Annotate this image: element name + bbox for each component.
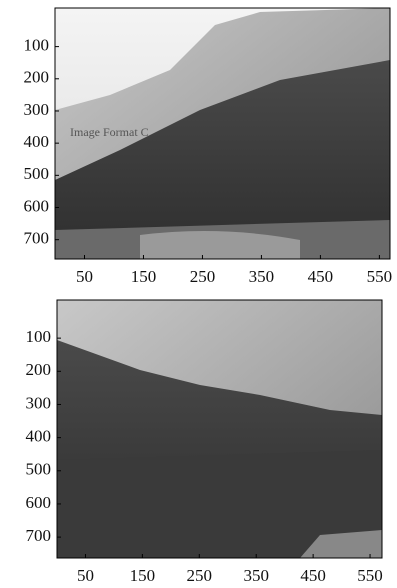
x-tick-label: 50 [77, 566, 94, 585]
x-tick-label: 450 [300, 566, 326, 585]
y-tick-label: 500 [26, 460, 52, 479]
x-tick-label: 150 [130, 566, 156, 585]
y-tick-label: 100 [26, 327, 52, 346]
y-tick-label: 600 [24, 196, 50, 215]
y-tick-label: 300 [26, 393, 52, 412]
photo-2 [57, 300, 382, 558]
y-tick-label: 600 [26, 493, 52, 512]
y-tick-label: 700 [24, 229, 50, 248]
x-tick-label: 350 [243, 566, 269, 585]
x-tick-label: 50 [76, 267, 93, 286]
x-tick-label: 350 [249, 267, 275, 286]
annotation: Image Format C [70, 125, 149, 139]
y-tick-label: 400 [26, 427, 52, 446]
y-tick-label: 700 [26, 526, 52, 545]
x-tick-label: 450 [308, 267, 334, 286]
figure: Image Format C 50 150 250 350 450 550 100 200 30… [0, 0, 397, 588]
y-tick-label: 300 [24, 100, 50, 119]
y-tick-label: 400 [24, 132, 50, 151]
y-tick-label: 500 [24, 164, 50, 183]
x-tick-label: 550 [367, 267, 393, 286]
x-tick-label: 250 [190, 267, 216, 286]
page: Image Format C 50 150 250 350 450 550 100 200 30… [0, 0, 397, 588]
y-tick-label: 200 [26, 360, 52, 379]
x-tick-label: 250 [187, 566, 213, 585]
x-tick-label: 550 [357, 566, 383, 585]
y-tick-label: 200 [24, 68, 50, 87]
x-tick-label: 150 [131, 267, 157, 286]
y-tick-label: 100 [24, 36, 50, 55]
